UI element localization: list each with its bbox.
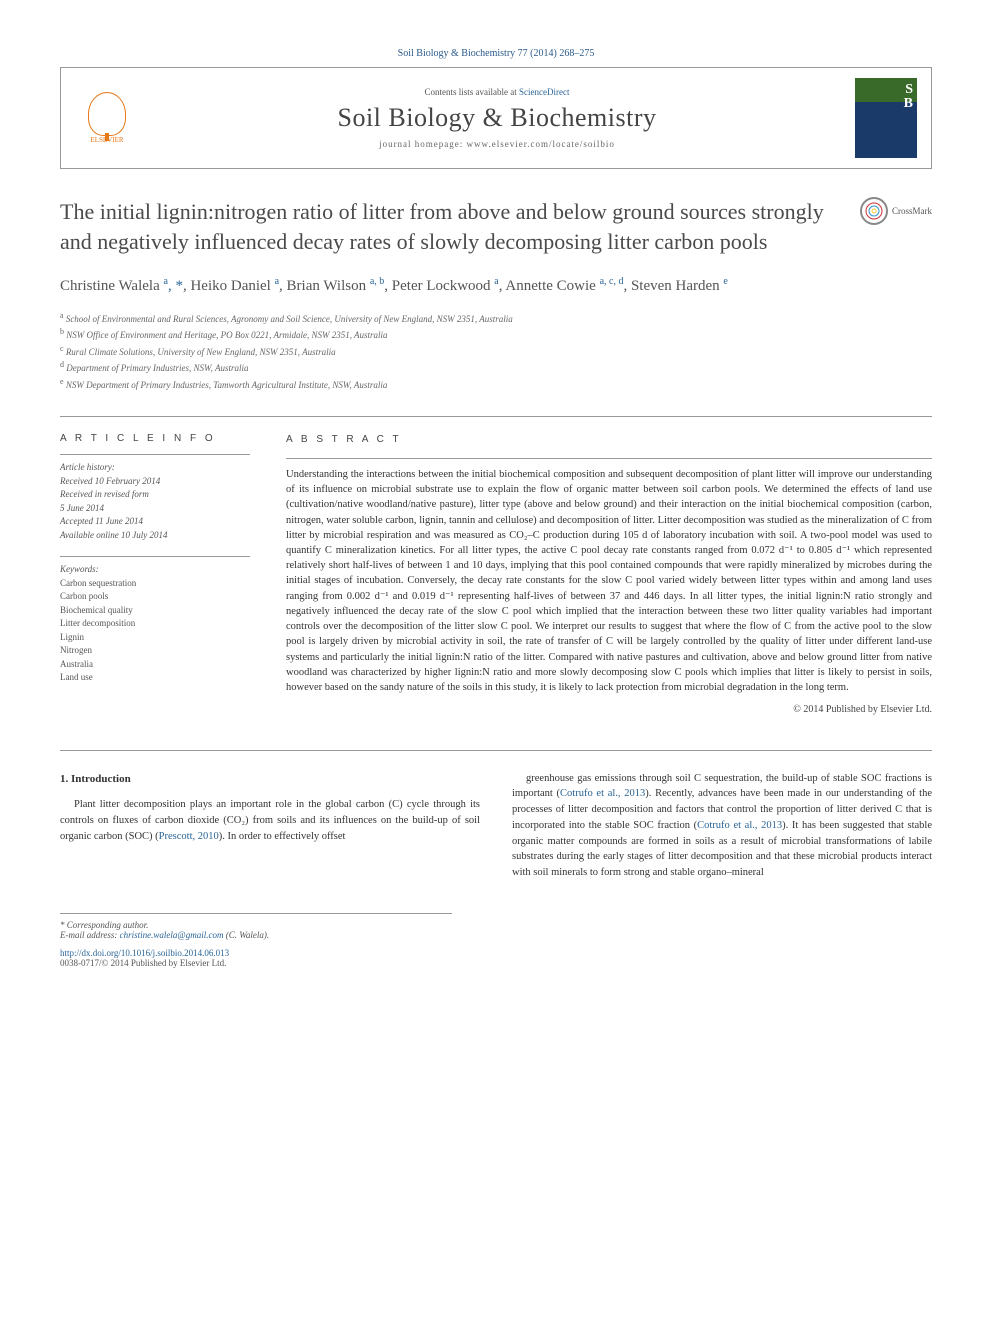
- affiliation-d: d Department of Primary Industries, NSW,…: [60, 359, 932, 376]
- intro-paragraph-1: Plant litter decomposition plays an impo…: [60, 797, 480, 844]
- divider-2: [60, 750, 932, 751]
- doi-link[interactable]: http://dx.doi.org/10.1016/j.soilbio.2014…: [60, 948, 932, 958]
- section-number: 1.: [60, 773, 68, 785]
- citation-cotrufo-1[interactable]: Cotrufo et al., 2013: [560, 788, 645, 799]
- homepage-prefix: journal homepage:: [379, 139, 466, 149]
- citation-prescott[interactable]: Prescott, 2010: [159, 831, 219, 842]
- keyword: Australia: [60, 658, 250, 672]
- affiliation-c: c Rural Climate Solutions, University of…: [60, 343, 932, 360]
- history-line: Received in revised form: [60, 488, 250, 502]
- contents-prefix: Contents lists available at: [425, 87, 519, 97]
- keyword: Lignin: [60, 631, 250, 645]
- history-line: Accepted 11 June 2014: [60, 515, 250, 529]
- issn-line: 0038-0717/© 2014 Published by Elsevier L…: [60, 958, 932, 968]
- affiliations-list: a School of Environmental and Rural Scie…: [60, 310, 932, 393]
- crossmark-badge[interactable]: CrossMark: [860, 197, 932, 225]
- citation-cotrufo-2[interactable]: Cotrufo et al., 2013: [697, 820, 782, 831]
- journal-reference: Soil Biology & Biochemistry 77 (2014) 26…: [60, 48, 932, 59]
- abstract-column: A B S T R A C T Understanding the intera…: [286, 433, 932, 717]
- history-line: 5 June 2014: [60, 502, 250, 516]
- contents-line: Contents lists available at ScienceDirec…: [153, 87, 841, 97]
- abstract-text: Understanding the interactions between t…: [286, 458, 932, 695]
- email-name: (C. Walela).: [223, 930, 269, 940]
- history-line: Available online 10 July 2014: [60, 529, 250, 543]
- affiliation-e: e NSW Department of Primary Industries, …: [60, 376, 932, 393]
- keyword: Carbon sequestration: [60, 577, 250, 591]
- journal-header: ELSEVIER Contents lists available at Sci…: [60, 67, 932, 169]
- abstract-heading: A B S T R A C T: [286, 433, 932, 448]
- article-info-heading: A R T I C L E I N F O: [60, 433, 250, 444]
- authors-list: Christine Walela a, *, Heiko Daniel a, B…: [60, 274, 932, 298]
- corresponding-author-note: * Corresponding author. E-mail address: …: [60, 913, 452, 940]
- section-heading: 1. Introduction: [60, 771, 480, 788]
- header-middle: Contents lists available at ScienceDirec…: [153, 87, 841, 149]
- title-row: The initial lignin:nitrogen ratio of lit…: [60, 197, 932, 256]
- keywords-block: Keywords: Carbon sequestrationCarbon poo…: [60, 556, 250, 685]
- keyword: Nitrogen: [60, 644, 250, 658]
- keyword: Biochemical quality: [60, 604, 250, 618]
- journal-cover-thumbnail: S B: [855, 78, 917, 158]
- keyword: Litter decomposition: [60, 617, 250, 631]
- article-title: The initial lignin:nitrogen ratio of lit…: [60, 197, 840, 256]
- section-title: Introduction: [71, 773, 131, 785]
- intro-paragraph-1-cont: greenhouse gas emissions through soil C …: [512, 771, 932, 881]
- keywords-label: Keywords:: [60, 563, 250, 577]
- info-abstract-row: A R T I C L E I N F O Article history: R…: [60, 433, 932, 717]
- homepage-line: journal homepage: www.elsevier.com/locat…: [153, 139, 841, 149]
- keywords-list: Carbon sequestrationCarbon poolsBiochemi…: [60, 577, 250, 685]
- cover-letter-b: B: [904, 96, 913, 112]
- elsevier-tree-icon: [88, 92, 126, 136]
- journal-name: Soil Biology & Biochemistry: [153, 103, 841, 133]
- divider: [60, 416, 932, 417]
- article-history-block: Article history: Received 10 February 20…: [60, 454, 250, 542]
- history-lines: Received 10 February 2014Received in rev…: [60, 475, 250, 543]
- abstract-copyright: © 2014 Published by Elsevier Ltd.: [286, 703, 932, 718]
- email-line: E-mail address: christine.walela@gmail.c…: [60, 930, 452, 940]
- history-label: Article history:: [60, 461, 250, 475]
- body-column-left: 1. Introduction Plant litter decompositi…: [60, 771, 480, 881]
- keyword: Land use: [60, 671, 250, 685]
- crossmark-icon: [860, 197, 888, 225]
- crossmark-label: CrossMark: [892, 206, 932, 216]
- elsevier-logo: ELSEVIER: [75, 82, 139, 154]
- keyword: Carbon pools: [60, 590, 250, 604]
- p1-text-b: ). In order to effectively offset: [219, 831, 346, 842]
- corr-label: * Corresponding author.: [60, 920, 452, 930]
- corr-email[interactable]: christine.walela@gmail.com: [120, 930, 224, 940]
- homepage-url[interactable]: www.elsevier.com/locate/soilbio: [467, 139, 615, 149]
- sciencedirect-link[interactable]: ScienceDirect: [519, 87, 569, 97]
- email-label: E-mail address:: [60, 930, 120, 940]
- history-line: Received 10 February 2014: [60, 475, 250, 489]
- article-info-column: A R T I C L E I N F O Article history: R…: [60, 433, 250, 717]
- affiliation-b: b NSW Office of Environment and Heritage…: [60, 326, 932, 343]
- crossmark-svg-icon: [865, 202, 883, 220]
- body-column-right: greenhouse gas emissions through soil C …: [512, 771, 932, 881]
- body-columns: 1. Introduction Plant litter decompositi…: [60, 771, 932, 881]
- affiliation-a: a School of Environmental and Rural Scie…: [60, 310, 932, 327]
